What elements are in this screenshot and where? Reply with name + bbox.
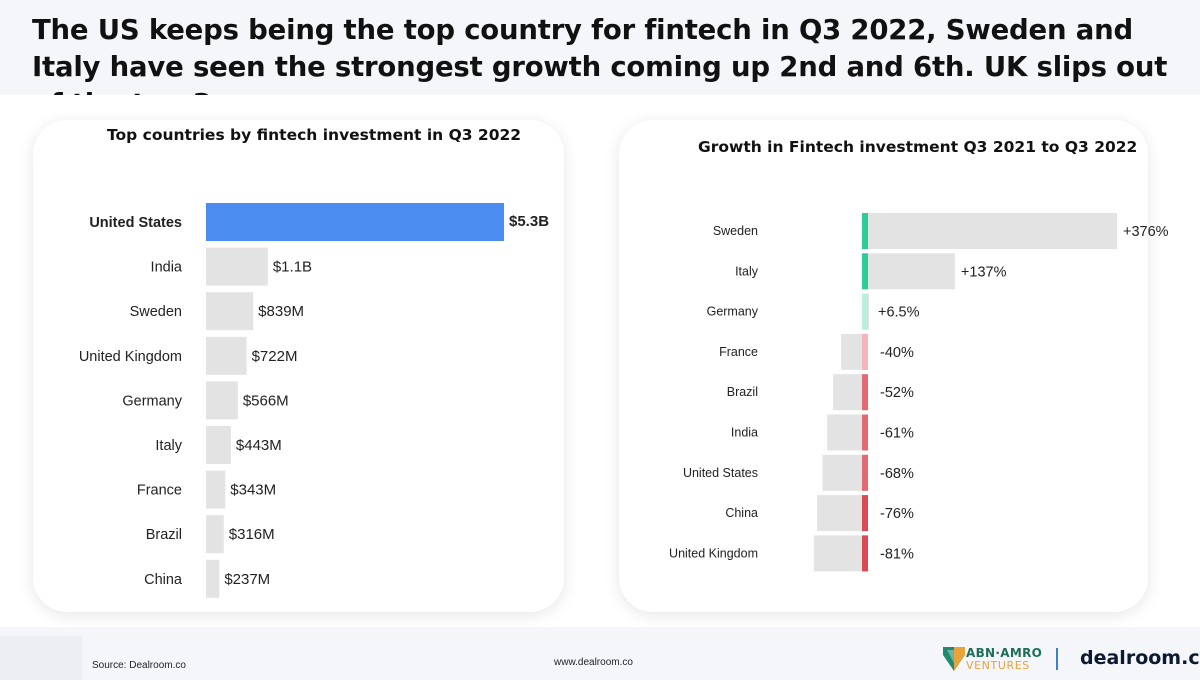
left-chart-card	[33, 120, 564, 612]
left-value-label-india: $1.1B	[273, 259, 312, 276]
right-value-label-france: -40%	[880, 345, 914, 361]
left-bar-france	[206, 470, 226, 509]
left-value-label-italy: $443M	[236, 437, 282, 454]
right-bar-accent-germany	[862, 293, 868, 330]
left-category-label-sweden: Sweden	[130, 304, 182, 320]
left-value-label-france: $343M	[230, 482, 276, 499]
left-category-label-united-kingdom: United Kingdom	[79, 349, 182, 365]
left-category-label-italy: Italy	[155, 438, 182, 454]
right-value-label-china: -76%	[880, 506, 914, 522]
right-category-label-sweden: Sweden	[713, 224, 758, 238]
right-bar-accent-sweden	[862, 213, 868, 249]
right-bar-accent-france	[862, 333, 868, 370]
right-bar-accent-united-states	[862, 454, 868, 491]
right-category-label-united-kingdom: United Kingdom	[669, 546, 758, 560]
right-category-label-india: India	[731, 426, 758, 440]
right-value-label-brazil: -52%	[880, 385, 914, 401]
left-value-label-united-kingdom: $722M	[252, 348, 298, 365]
right-category-label-italy: Italy	[735, 264, 759, 278]
source-note: Source: Dealroom.co	[92, 660, 186, 671]
left-category-label-brazil: Brazil	[146, 527, 182, 543]
left-value-label-brazil: $316M	[229, 526, 275, 543]
footer-tab	[0, 636, 82, 680]
right-category-label-china: China	[725, 506, 758, 520]
left-bar-germany	[206, 381, 238, 420]
abn-amro-ventures: VENTURES	[966, 659, 1030, 672]
website-link[interactable]: www.dealroom.co	[554, 657, 633, 668]
right-value-label-united-states: -68%	[880, 466, 914, 482]
left-category-label-france: France	[137, 483, 182, 499]
right-bar-china	[817, 495, 868, 532]
left-value-label-sweden: $839M	[258, 303, 304, 320]
footer-band	[0, 627, 1200, 680]
abn-amro-shield-icon	[943, 647, 965, 671]
right-value-label-united-kingdom: -81%	[880, 546, 914, 562]
abn-amro-name: ABN·AMRO	[966, 646, 1043, 660]
right-category-label-united-states: United States	[683, 466, 758, 480]
right-bar-accent-india	[862, 414, 868, 451]
dealroom-logo: dealroom.co	[1080, 647, 1200, 669]
right-category-label-germany: Germany	[707, 305, 759, 319]
right-category-label-brazil: Brazil	[727, 385, 758, 399]
left-category-label-china: China	[144, 572, 183, 588]
right-bar-united-kingdom	[813, 535, 868, 572]
right-bar-india	[827, 414, 868, 451]
page-headline: The US keeps being the top country for f…	[32, 14, 1168, 120]
right-bar-sweden	[862, 213, 1117, 249]
left-bar-brazil	[206, 515, 224, 554]
left-category-label-germany: Germany	[122, 393, 182, 409]
left-chart-title: Top countries by fintech investment in Q…	[107, 126, 522, 144]
left-bar-india	[206, 247, 268, 286]
left-bar-united-states	[206, 203, 504, 241]
left-bar-sweden	[206, 292, 254, 331]
right-bar-united-states	[822, 454, 868, 491]
right-bar-accent-italy	[862, 253, 868, 290]
left-value-label-united-states: $5.3B	[509, 213, 549, 230]
right-value-label-germany: +6.5%	[878, 305, 920, 321]
left-value-label-germany: $566M	[243, 392, 289, 409]
header-band	[0, 0, 1200, 95]
left-bar-united-kingdom	[206, 336, 247, 375]
right-bar-accent-brazil	[862, 374, 868, 411]
right-value-label-italy: +137%	[961, 264, 1007, 280]
right-chart-card	[619, 120, 1148, 612]
right-bar-accent-united-kingdom	[862, 535, 868, 572]
logo-separator	[1056, 648, 1058, 670]
left-bar-italy	[206, 426, 231, 464]
right-value-label-india: -61%	[880, 426, 914, 442]
right-chart-title: Growth in Fintech investment Q3 2021 to …	[698, 138, 1138, 156]
right-bar-accent-china	[862, 495, 868, 532]
left-value-label-china: $237M	[224, 571, 270, 588]
right-value-label-sweden: +376%	[1123, 224, 1169, 240]
right-category-label-france: France	[719, 345, 758, 359]
left-category-label-india: India	[151, 260, 183, 276]
left-bar-china	[206, 559, 220, 598]
right-bar-italy	[862, 253, 955, 290]
left-category-label-united-states: United States	[89, 215, 182, 231]
